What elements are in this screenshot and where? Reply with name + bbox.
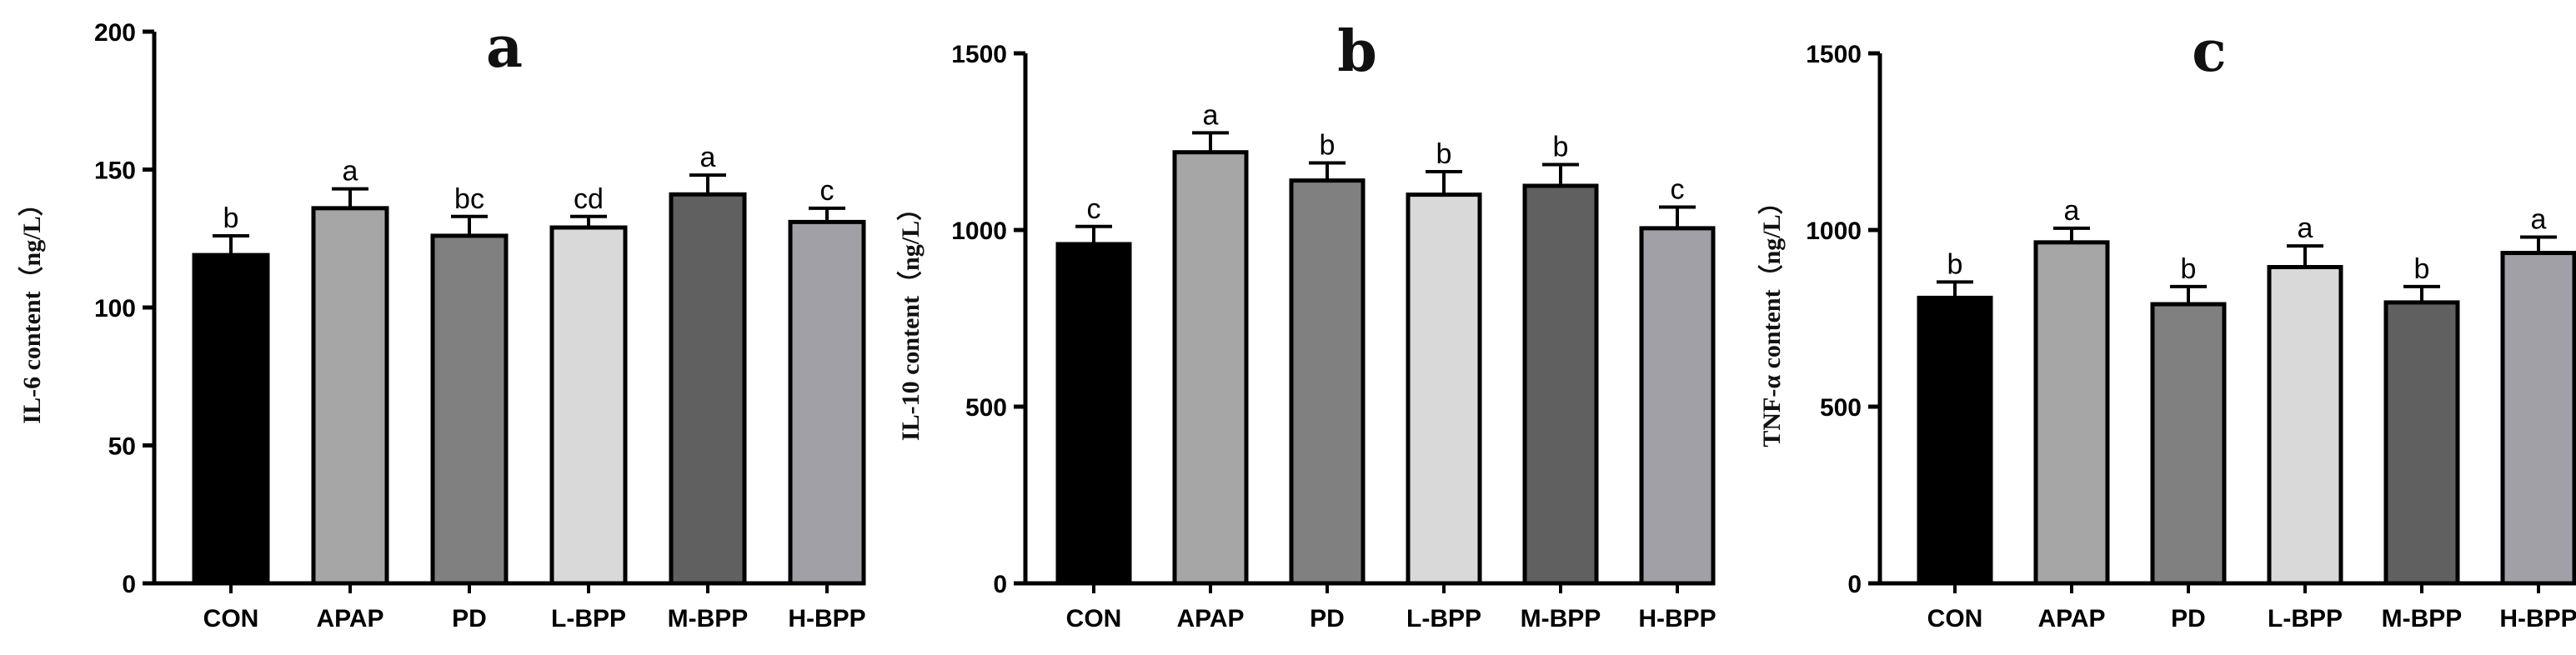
significance-label: b <box>1320 129 1336 161</box>
bar-con <box>192 252 270 586</box>
bar-con <box>1917 295 1993 586</box>
y-tick-label: 150 <box>94 158 136 185</box>
y-tick-label: 1500 <box>1806 41 1862 68</box>
bar-apap <box>311 206 389 586</box>
bar-h-bpp <box>788 219 866 586</box>
significance-label: b <box>2414 253 2430 285</box>
significance-label: a <box>2531 203 2547 235</box>
y-tick-label: 100 <box>94 295 136 322</box>
bar-l-bpp <box>1406 192 1482 586</box>
significance-label: a <box>343 156 358 188</box>
significance-label: a <box>2298 212 2313 244</box>
significance-label: b <box>1553 132 1569 163</box>
bar-pd <box>1289 178 1366 586</box>
category-label: L-BPP <box>551 605 626 632</box>
bar-l-bpp <box>549 225 628 586</box>
significance-label: c <box>820 175 834 207</box>
panel-title: b <box>1337 18 1377 85</box>
significance-label: a <box>1203 99 1219 131</box>
category-label: L-BPP <box>1406 605 1481 632</box>
category-label: APAP <box>1176 605 1244 632</box>
significance-label: c <box>1087 193 1101 225</box>
y-tick-label: 500 <box>965 394 1007 422</box>
category-label: H-BPP <box>1638 605 1716 632</box>
y-axis-title: IL-10 content（ng/L） <box>896 196 925 441</box>
bar-m-bpp <box>1522 183 1599 586</box>
bar-m-bpp <box>2383 300 2460 586</box>
y-tick-label: 0 <box>993 571 1007 598</box>
category-label: L-BPP <box>2268 605 2343 632</box>
y-tick-label: 500 <box>1820 394 1862 422</box>
significance-label: b <box>2181 253 2197 285</box>
significance-label: cd <box>574 183 604 215</box>
significance-label: a <box>700 142 716 173</box>
y-tick-label: 0 <box>1847 571 1862 598</box>
y-tick-label: 0 <box>122 571 136 598</box>
category-label: PD <box>1310 605 1345 632</box>
y-tick-label: 1500 <box>951 41 1007 68</box>
chart-panel-a: a IL-6 content（ng/L） 0 50 100 150 200 b CON a APAP… <box>18 14 866 632</box>
bar-apap <box>2033 240 2110 586</box>
significance-label: b <box>1947 248 1963 280</box>
category-label: H-BPP <box>2499 605 2576 632</box>
category-label: M-BPP <box>2382 605 2463 632</box>
significance-label: bc <box>454 183 484 215</box>
category-label: M-BPP <box>668 605 749 632</box>
bar-apap <box>1172 150 1249 586</box>
bar-l-bpp <box>2267 265 2343 586</box>
significance-label: b <box>223 202 239 234</box>
significance-label: b <box>1436 138 1452 170</box>
bar-pd <box>430 233 509 586</box>
y-axis-title: TNF-α content（ng/L） <box>1757 189 1786 447</box>
category-label: CON <box>203 605 259 632</box>
category-label: APAP <box>2037 605 2105 632</box>
significance-label: a <box>2064 195 2080 227</box>
panel-title: c <box>2192 18 2226 85</box>
panel-title: a <box>486 14 523 81</box>
bar-h-bpp <box>1639 226 1716 586</box>
category-label: PD <box>452 605 487 632</box>
y-tick-label: 50 <box>108 433 136 461</box>
category-label: M-BPP <box>1521 605 1601 632</box>
category-label: PD <box>2171 605 2206 632</box>
chart-panel-c: c TNF-α content（ng/L） 0 500 1000 1500 b CON a APA… <box>1757 18 2576 632</box>
y-tick-label: 1000 <box>951 218 1007 245</box>
y-tick-label: 1000 <box>1806 218 1862 245</box>
category-label: CON <box>1066 605 1122 632</box>
y-tick-label: 200 <box>94 19 136 47</box>
category-label: APAP <box>316 605 383 632</box>
y-axis-title: IL-6 content（ng/L） <box>18 191 46 423</box>
bar-pd <box>2150 302 2227 586</box>
category-label: CON <box>1927 605 1983 632</box>
bar-m-bpp <box>669 192 747 586</box>
chart-panel-b: b IL-10 content（ng/L） 0 500 1000 1500 c CON a APA… <box>896 18 1716 632</box>
bar-h-bpp <box>2500 251 2576 586</box>
bar-con <box>1055 242 1132 586</box>
significance-label: c <box>1671 173 1685 205</box>
category-label: H-BPP <box>788 605 865 632</box>
